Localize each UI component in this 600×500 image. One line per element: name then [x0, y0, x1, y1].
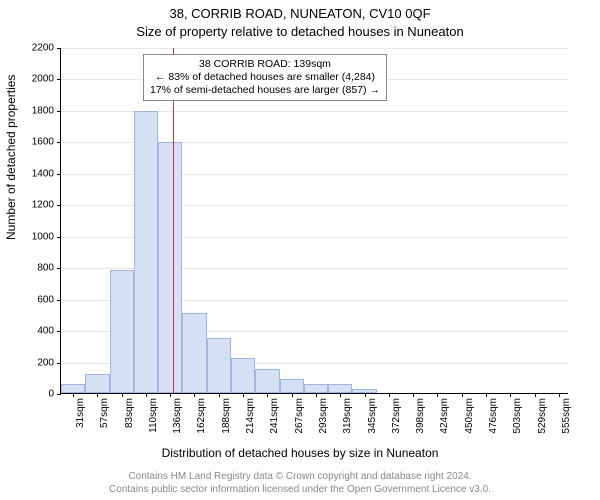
histogram-bar [304, 384, 328, 393]
x-tick-mark [413, 393, 414, 397]
x-tick-mark [486, 393, 487, 397]
x-tick-mark [535, 393, 536, 397]
x-tick-label: 450sqm [464, 398, 475, 434]
y-tick-label: 800 [14, 263, 54, 274]
x-tick-label: 188sqm [221, 398, 232, 434]
annotation-line-1: 38 CORRIB ROAD: 139sqm [150, 58, 380, 71]
y-tick-label: 1600 [14, 137, 54, 148]
x-tick-label: 241sqm [269, 398, 280, 434]
x-tick-mark [316, 393, 317, 397]
x-tick-label: 372sqm [391, 398, 402, 434]
y-tick-label: 1200 [14, 200, 54, 211]
y-tick-label: 0 [14, 389, 54, 400]
y-tick-label: 1000 [14, 231, 54, 242]
x-tick-label: 503sqm [512, 398, 523, 434]
x-tick-mark [559, 393, 560, 397]
x-tick-mark [389, 393, 390, 397]
histogram-bar [158, 142, 182, 393]
histogram-bar [207, 338, 231, 393]
page-subtitle: Size of property relative to detached ho… [0, 24, 600, 39]
y-tick-label: 2200 [14, 43, 54, 54]
y-tick-label: 200 [14, 357, 54, 368]
histogram-bar [231, 358, 255, 393]
x-tick-label: 136sqm [172, 398, 183, 434]
footer-attribution: Contains HM Land Registry data © Crown c… [0, 471, 600, 496]
histogram-bar [110, 270, 134, 393]
histogram-bar [134, 111, 158, 393]
x-tick-mark [97, 393, 98, 397]
y-tick-label: 1800 [14, 105, 54, 116]
x-tick-mark [219, 393, 220, 397]
x-tick-mark [340, 393, 341, 397]
histogram-bar [328, 384, 352, 393]
y-tick-mark [57, 394, 61, 395]
x-tick-label: 424sqm [439, 398, 450, 434]
y-axis-label: Number of detached properties [4, 75, 18, 240]
plot-axes: 38 CORRIB ROAD: 139sqm ← 83% of detached… [60, 48, 568, 394]
annotation-line-3: 17% of semi-detached houses are larger (… [150, 84, 380, 97]
y-tick-label: 2000 [14, 74, 54, 85]
page-title-address: 38, CORRIB ROAD, NUNEATON, CV10 0QF [0, 6, 600, 21]
x-tick-label: 57sqm [99, 398, 110, 428]
y-tick-label: 1400 [14, 168, 54, 179]
x-tick-label: 398sqm [415, 398, 426, 434]
x-tick-mark [170, 393, 171, 397]
annotation-box: 38 CORRIB ROAD: 139sqm ← 83% of detached… [143, 54, 387, 101]
x-tick-label: 162sqm [196, 398, 207, 434]
x-tick-mark [365, 393, 366, 397]
footer-line-1: Contains HM Land Registry data © Crown c… [0, 471, 600, 484]
x-tick-label: 555sqm [561, 398, 572, 434]
x-tick-label: 345sqm [367, 398, 378, 434]
x-tick-label: 83sqm [124, 398, 135, 428]
x-tick-mark [243, 393, 244, 397]
x-tick-label: 110sqm [148, 398, 159, 433]
histogram-bar [182, 313, 206, 393]
x-axis-label: Distribution of detached houses by size … [0, 446, 600, 460]
x-tick-mark [73, 393, 74, 397]
histogram-bar [280, 379, 304, 393]
x-tick-label: 267sqm [294, 398, 305, 434]
histogram-bar [61, 384, 85, 393]
x-tick-label: 214sqm [245, 398, 256, 434]
y-tick-label: 400 [14, 326, 54, 337]
histogram-bar [85, 374, 109, 393]
x-tick-mark [292, 393, 293, 397]
x-tick-label: 476sqm [488, 398, 499, 434]
x-tick-mark [437, 393, 438, 397]
annotation-line-2: ← 83% of detached houses are smaller (4,… [150, 71, 380, 84]
x-tick-label: 319sqm [342, 398, 353, 434]
x-tick-label: 31sqm [75, 398, 86, 428]
histogram-bar [255, 369, 279, 393]
x-tick-mark [146, 393, 147, 397]
x-tick-label: 529sqm [537, 398, 548, 434]
x-tick-mark [267, 393, 268, 397]
y-tick-label: 600 [14, 294, 54, 305]
x-tick-mark [462, 393, 463, 397]
histogram-plot: 38 CORRIB ROAD: 139sqm ← 83% of detached… [60, 48, 568, 394]
x-tick-mark [510, 393, 511, 397]
x-tick-label: 293sqm [318, 398, 329, 434]
x-tick-mark [194, 393, 195, 397]
footer-line-2: Contains public sector information licen… [0, 484, 600, 497]
x-tick-mark [122, 393, 123, 397]
